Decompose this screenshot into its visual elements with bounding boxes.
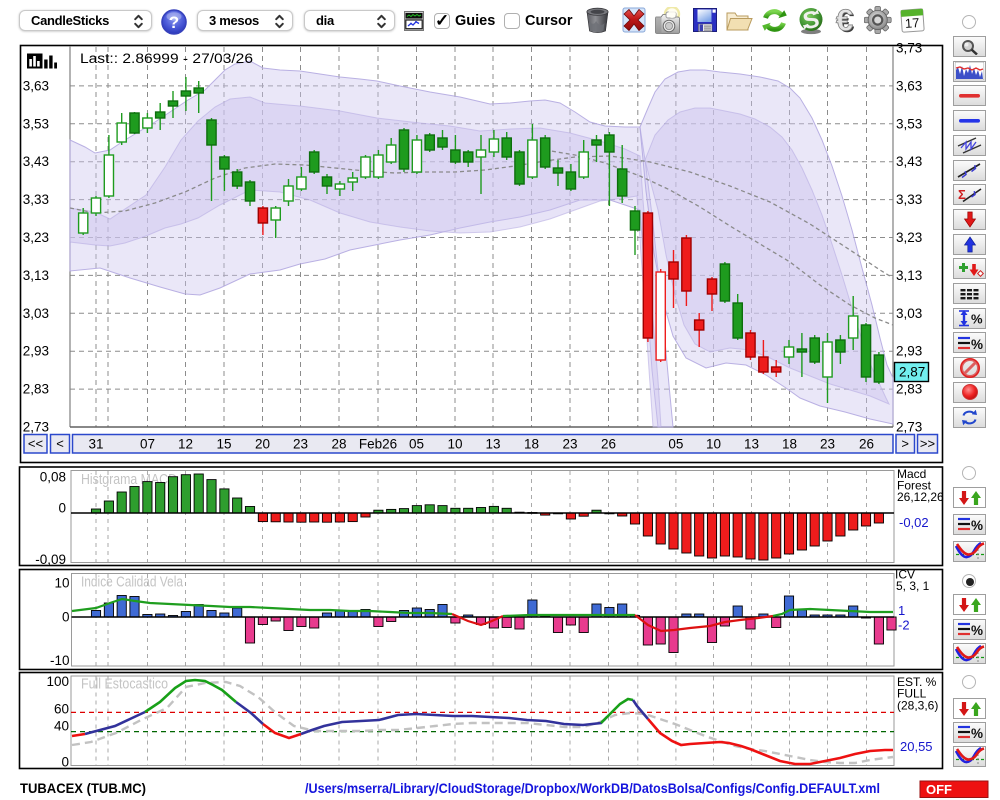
- svg-text:23: 23: [293, 437, 308, 452]
- svg-text:40: 40: [54, 719, 69, 734]
- svg-text:12: 12: [178, 437, 193, 452]
- svg-text:2,93: 2,93: [896, 344, 922, 359]
- svg-text:Feb26: Feb26: [359, 437, 397, 452]
- svg-text:%: %: [971, 518, 983, 533]
- svg-text:05: 05: [409, 437, 424, 452]
- svg-text:20: 20: [255, 437, 270, 452]
- svg-text:10: 10: [54, 576, 69, 591]
- svg-text:3,33: 3,33: [896, 192, 922, 207]
- svg-text:3,43: 3,43: [23, 154, 49, 169]
- svg-text:0: 0: [58, 501, 66, 516]
- svg-text:2,83: 2,83: [23, 382, 49, 397]
- svg-text:3,53: 3,53: [23, 116, 49, 131]
- svg-text:60: 60: [54, 702, 69, 717]
- svg-text:10: 10: [706, 437, 721, 452]
- svg-text:3,53: 3,53: [896, 116, 922, 131]
- svg-text:0: 0: [62, 610, 70, 625]
- svg-text:>>: >>: [920, 436, 935, 451]
- svg-text:15: 15: [216, 437, 231, 452]
- svg-text:%: %: [971, 312, 983, 327]
- svg-text:26: 26: [601, 437, 616, 452]
- svg-text:(28,3,6): (28,3,6): [897, 699, 938, 713]
- svg-text:Histgrama MACD: Histgrama MACD: [81, 472, 177, 488]
- svg-text:1: 1: [898, 603, 905, 618]
- svg-text:23: 23: [820, 437, 835, 452]
- svg-text:26: 26: [859, 437, 874, 452]
- svg-text:3,03: 3,03: [896, 306, 922, 321]
- svg-text:100: 100: [46, 674, 69, 689]
- svg-text:18: 18: [782, 437, 797, 452]
- svg-text:0,08: 0,08: [40, 470, 66, 485]
- svg-text:0: 0: [61, 755, 69, 770]
- svg-text:<<: <<: [28, 436, 43, 451]
- svg-text:3,23: 3,23: [896, 230, 922, 245]
- svg-text:23: 23: [562, 437, 577, 452]
- svg-text:3,13: 3,13: [896, 268, 922, 283]
- svg-text:2,73: 2,73: [23, 420, 49, 435]
- svg-text:3,03: 3,03: [23, 306, 49, 321]
- svg-text:%: %: [971, 337, 983, 352]
- svg-text:28: 28: [331, 437, 346, 452]
- svg-text:2,87: 2,87: [899, 365, 925, 380]
- svg-text:ICV: ICV: [895, 568, 915, 582]
- svg-text:Indice Calidad Vela: Indice Calidad Vela: [81, 575, 184, 591]
- svg-text:3,23: 3,23: [23, 230, 49, 245]
- svg-text:/Users/mserra/Library/CloudSto: /Users/mserra/Library/CloudStorage/Dropb…: [305, 781, 880, 796]
- svg-text:3,63: 3,63: [896, 78, 922, 93]
- svg-text:3,73: 3,73: [896, 41, 922, 56]
- svg-text:-10: -10: [50, 653, 70, 668]
- svg-text:OFF: OFF: [926, 782, 952, 797]
- svg-text:26,12,26: 26,12,26: [897, 490, 944, 504]
- svg-text:3,33: 3,33: [23, 192, 49, 207]
- svg-text:2,83: 2,83: [896, 382, 922, 397]
- svg-text:-2: -2: [898, 618, 910, 633]
- svg-text:€: €: [836, 6, 853, 35]
- svg-text:3,13: 3,13: [23, 268, 49, 283]
- svg-text:31: 31: [88, 437, 103, 452]
- svg-text:13: 13: [744, 437, 759, 452]
- svg-text:EST. %: EST. %: [897, 675, 937, 689]
- svg-text:TUBACEX (TUB.MC): TUBACEX (TUB.MC): [20, 781, 146, 796]
- svg-text:Forest: Forest: [897, 479, 932, 493]
- svg-text:€: €: [837, 6, 854, 35]
- svg-text:17: 17: [904, 15, 919, 31]
- svg-text:20,55: 20,55: [900, 739, 933, 754]
- svg-text:2,93: 2,93: [23, 344, 49, 359]
- svg-text:Full Estocastico: Full Estocastico: [81, 677, 168, 693]
- svg-text:Last:: 2.86999 - 27/03/26: Last:: 2.86999 - 27/03/26: [80, 51, 253, 66]
- svg-text:%: %: [971, 726, 983, 741]
- svg-text:5, 3, 1: 5, 3, 1: [896, 579, 930, 593]
- svg-text:10: 10: [447, 437, 462, 452]
- svg-text:?: ?: [169, 13, 179, 32]
- svg-text:2,73: 2,73: [896, 420, 922, 435]
- svg-text:13: 13: [485, 437, 500, 452]
- svg-text:>: >: [901, 436, 909, 451]
- svg-text:18: 18: [524, 437, 539, 452]
- svg-text:05: 05: [668, 437, 683, 452]
- svg-text:-0,02: -0,02: [899, 515, 929, 530]
- svg-text:Σ: Σ: [958, 187, 966, 202]
- svg-text:07: 07: [140, 437, 155, 452]
- svg-text:%: %: [971, 623, 983, 638]
- svg-text:3,43: 3,43: [896, 154, 922, 169]
- svg-text:<: <: [56, 436, 64, 451]
- svg-text:FULL: FULL: [897, 687, 927, 701]
- svg-text:Macd: Macd: [897, 467, 926, 481]
- svg-text:3,63: 3,63: [23, 78, 49, 93]
- svg-text:-0,09: -0,09: [35, 552, 66, 567]
